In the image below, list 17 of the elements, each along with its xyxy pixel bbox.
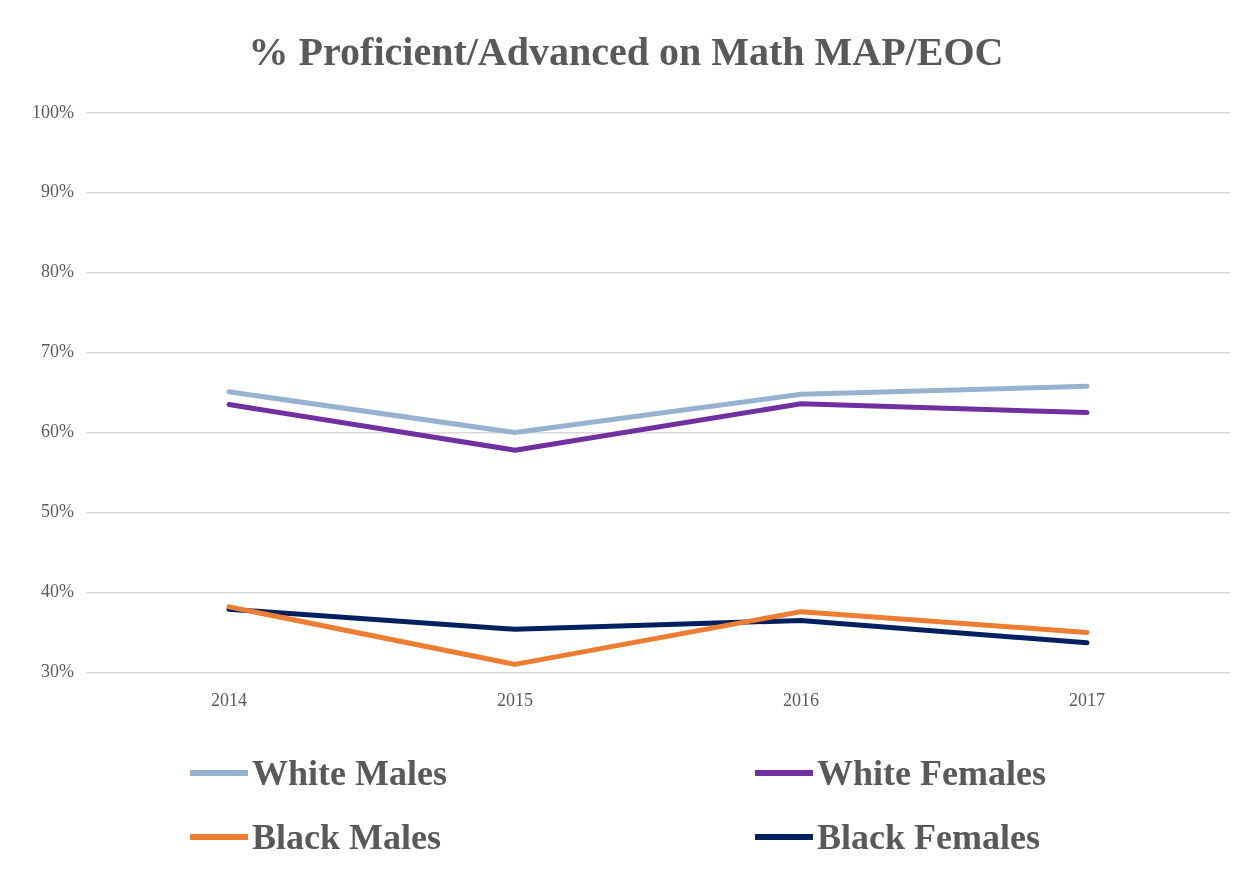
y-tick-label: 30%: [40, 661, 74, 682]
x-tick-label: 2017: [1069, 689, 1105, 710]
y-tick-label: 90%: [40, 181, 74, 202]
y-tick-label: 50%: [40, 501, 74, 522]
y-tick-label: 60%: [40, 421, 74, 442]
x-tick-label: 2015: [497, 689, 533, 710]
y-tick-label: 40%: [40, 581, 74, 602]
x-tick-label: 2014: [210, 689, 247, 710]
y-tick-label: 70%: [40, 341, 74, 362]
y-tick-label: 100%: [31, 101, 74, 122]
x-tick-label: 2016: [783, 689, 819, 710]
legend-label: Black Females: [817, 816, 1040, 858]
legend-label: White Females: [817, 752, 1046, 794]
chart-title: % Proficient/Advanced on Math MAP/EOC: [247, 28, 1005, 75]
y-tick-label: 80%: [40, 261, 74, 282]
legend-label: Black Males: [252, 816, 441, 858]
legend-label: White Males: [252, 752, 447, 794]
